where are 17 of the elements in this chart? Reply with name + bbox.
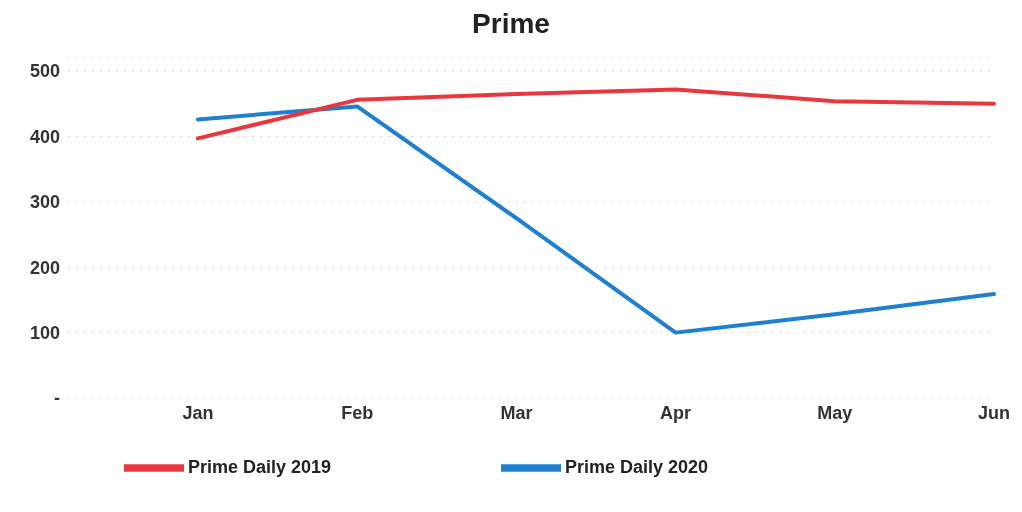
x-tick-label: Apr — [660, 402, 692, 423]
legend-label: Prime Daily 2020 — [565, 456, 709, 477]
x-tick-label: May — [817, 402, 853, 423]
legend-label: Prime Daily 2019 — [187, 456, 331, 477]
y-tick-label: 100 — [29, 323, 60, 344]
chart-title: Prime — [471, 8, 551, 41]
x-tick-label: Jan — [182, 402, 214, 423]
y-tick-label: - — [54, 388, 60, 409]
x-tick-label: Jun — [977, 402, 1011, 423]
line-series — [196, 104, 996, 335]
line-series — [196, 87, 996, 141]
x-tick-label: Mar — [500, 402, 533, 423]
x-tick-label: Feb — [341, 402, 374, 423]
y-tick-label: 300 — [29, 192, 60, 213]
y-tick-label: 200 — [29, 257, 60, 278]
y-tick-label: 500 — [29, 61, 60, 82]
y-tick-label: 400 — [29, 126, 60, 147]
